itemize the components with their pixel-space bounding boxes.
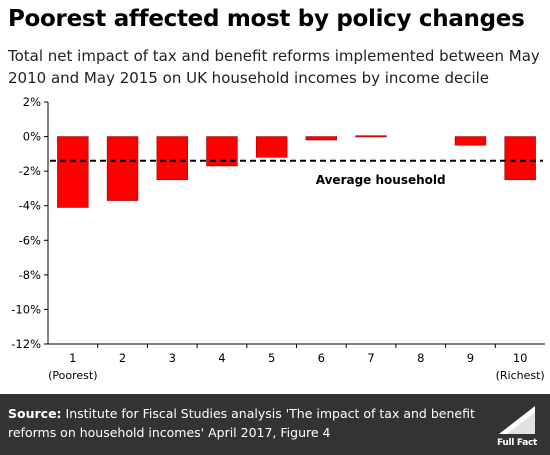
bar bbox=[355, 135, 387, 138]
x-tick-label: 1 bbox=[69, 351, 76, 365]
x-tick-label: 5 bbox=[268, 351, 275, 365]
x-tick-label: 9 bbox=[467, 351, 474, 365]
bar bbox=[106, 136, 139, 201]
bars bbox=[57, 135, 536, 208]
y-tick-label: -8% bbox=[19, 268, 41, 282]
bar-chart: 2% 0% -2% -4% -6% -8% -10% -12% 1 (Poorest) 2 3 4 5 6… bbox=[11, 95, 545, 382]
logo-text: Full Fact bbox=[496, 438, 538, 448]
y-tick-label: -12% bbox=[11, 337, 41, 351]
bar bbox=[255, 136, 288, 158]
x-tick-label: 3 bbox=[169, 351, 176, 365]
source-footer: Source: Institute for Fiscal Studies ana… bbox=[0, 394, 550, 455]
bar bbox=[156, 136, 188, 181]
x-tick-label: 6 bbox=[318, 351, 325, 365]
x-axis: 1 (Poorest) 2 3 4 5 6 7 8 9 10 (Richest) bbox=[48, 343, 545, 382]
bar bbox=[57, 136, 89, 208]
source-label: Source: bbox=[8, 406, 62, 421]
y-tick-label: -10% bbox=[11, 302, 41, 316]
bar bbox=[454, 136, 487, 146]
full-fact-logo: Full Fact bbox=[493, 404, 541, 448]
y-tick-label: -2% bbox=[19, 164, 41, 178]
chart-subtitle: Total net impact of tax and benefit refo… bbox=[8, 47, 540, 87]
bar bbox=[504, 136, 536, 181]
source-note: Source: Institute for Fiscal Studies ana… bbox=[8, 404, 483, 442]
x-tick-sublabel: (Poorest) bbox=[48, 369, 97, 382]
y-tick-label: -6% bbox=[19, 233, 41, 247]
source-text: Institute for Fiscal Studies analysis 'T… bbox=[8, 406, 475, 440]
average-reference: Average household bbox=[50, 159, 543, 187]
y-tick-label: 2% bbox=[23, 95, 41, 109]
x-tick-label: 8 bbox=[417, 351, 424, 365]
chart-title: Poorest affected most by policy changes bbox=[8, 6, 525, 32]
y-axis: 2% 0% -2% -4% -6% -8% -10% -12% bbox=[11, 95, 49, 351]
x-tick-label: 2 bbox=[119, 351, 126, 365]
x-tick-label: 7 bbox=[367, 351, 374, 365]
average-line-label: Average household bbox=[316, 173, 446, 187]
x-tick-sublabel: (Richest) bbox=[496, 369, 545, 382]
bar bbox=[305, 136, 338, 141]
y-tick-label: 0% bbox=[23, 130, 41, 144]
x-tick-label: 4 bbox=[218, 351, 225, 365]
x-tick-label: 10 bbox=[513, 351, 528, 365]
y-tick-label: -4% bbox=[19, 199, 41, 213]
